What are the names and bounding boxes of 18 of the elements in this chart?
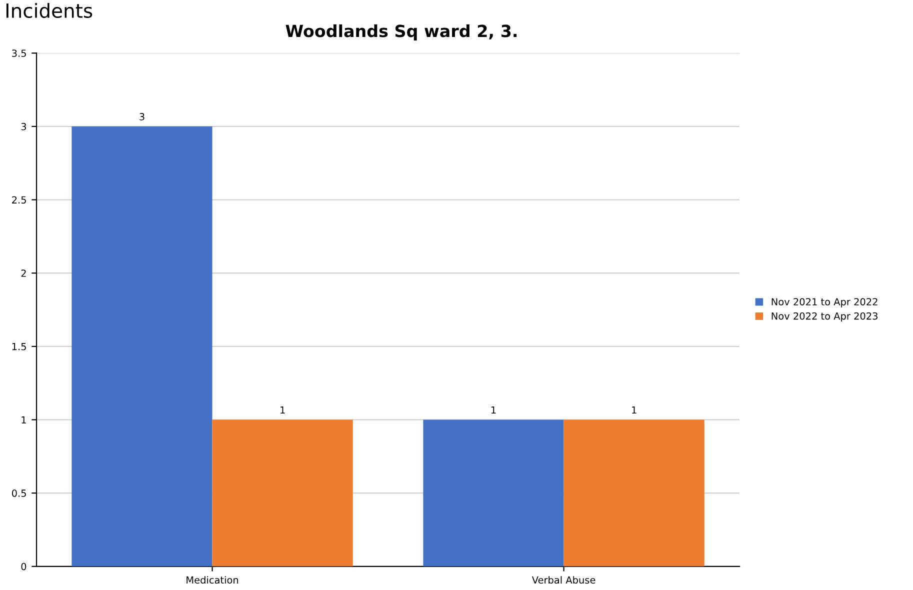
chart-title: Woodlands Sq ward 2, 3.: [286, 24, 517, 41]
data-label: 3: [140, 113, 144, 120]
y-tick-label: 3: [21, 122, 26, 130]
text: Incidents: [6, 2, 92, 18]
y-tick-label: 3.5: [12, 50, 26, 57]
data-label: 1: [491, 406, 496, 414]
y-tick-label: 0: [21, 562, 26, 570]
legend-label: Nov 2022 to Apr 2023: [772, 312, 878, 322]
x-tick-label: Medication: [186, 576, 238, 584]
data-label: 1: [632, 406, 636, 414]
y-tick-label: 2.5: [12, 196, 26, 204]
legend-label: Nov 2021 to Apr 2022: [772, 298, 878, 308]
y-tick-label: 1: [22, 416, 26, 424]
x-tick-label: Verbal Abuse: [532, 576, 596, 584]
y-tick-label: 2: [21, 270, 26, 277]
y-tick-label: 1.5: [12, 343, 26, 350]
y-tick-label: 0.5: [12, 490, 26, 497]
data-label: 1: [280, 406, 285, 414]
